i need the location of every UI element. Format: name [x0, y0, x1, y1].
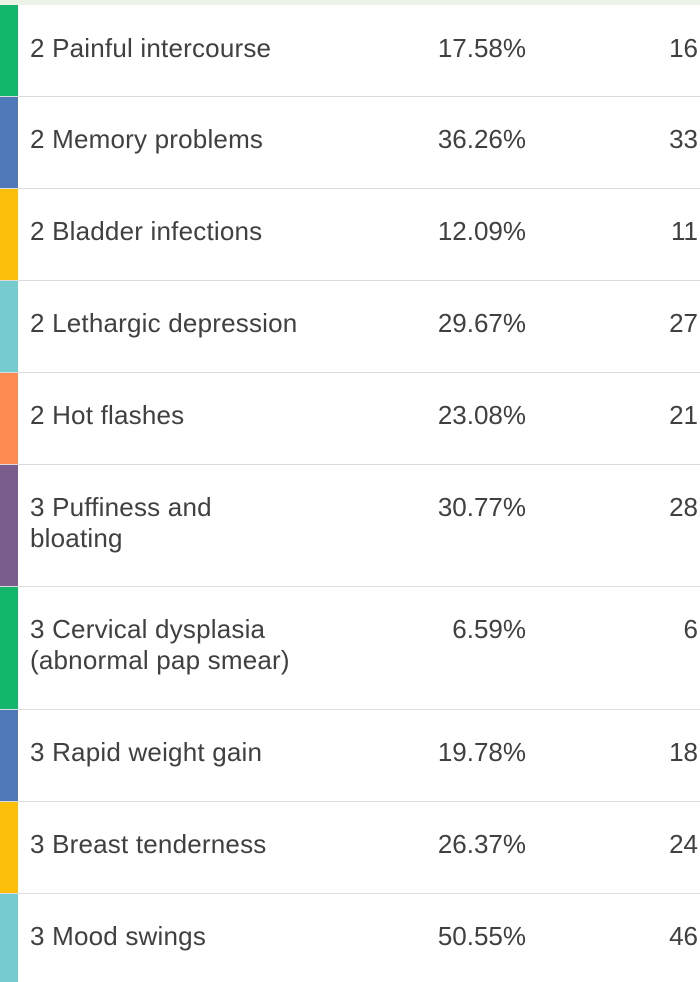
answer-count: 33 — [669, 124, 698, 154]
answer-count: 24 — [669, 829, 698, 859]
answer-count: 11 — [671, 216, 698, 246]
answer-label: 2 Painful intercourse — [30, 33, 272, 63]
answer-percent: 12.09% — [437, 216, 526, 246]
table-row: 3 Puffiness and bloating 30.77% 28 — [0, 465, 700, 587]
answer-percent: 19.78% — [437, 737, 526, 767]
answer-label: 3 Rapid weight gain — [30, 737, 263, 767]
table-row: 3 Breast tenderness 26.37% 24 — [0, 802, 700, 894]
answer-percent: 23.08% — [437, 400, 526, 430]
table-row: 3 Rapid weight gain 19.78% 18 — [0, 710, 700, 802]
answer-percent: 50.55% — [437, 921, 526, 951]
table-row: 3 Cervical dysplasia (abnormal pap smear… — [0, 587, 700, 710]
answer-count: 46 — [669, 921, 698, 951]
answer-percent: 29.67% — [437, 308, 526, 338]
color-swatch — [0, 802, 18, 893]
answer-label: 2 Lethargic depression — [30, 308, 298, 338]
answer-label: 3 Puffiness and bloating — [30, 492, 212, 553]
answer-count: 6 — [683, 614, 698, 644]
color-swatch — [0, 281, 18, 372]
answer-label: 2 Memory problems — [30, 124, 264, 154]
answer-label: 3 Breast tenderness — [30, 829, 267, 859]
top-divider — [0, 0, 700, 5]
table-row: 2 Memory problems 36.26% 33 — [0, 97, 700, 189]
answer-percent: 6.59% — [452, 614, 526, 644]
color-swatch — [0, 465, 18, 586]
table-row: 2 Lethargic depression 29.67% 27 — [0, 281, 700, 373]
table-row: 2 Hot flashes 23.08% 21 — [0, 373, 700, 465]
color-swatch — [0, 373, 18, 464]
color-swatch — [0, 5, 18, 96]
answer-count: 18 — [669, 737, 698, 767]
answer-label: 2 Hot flashes — [30, 400, 185, 430]
answer-percent: 36.26% — [437, 124, 526, 154]
color-swatch — [0, 97, 18, 188]
answer-count: 21 — [669, 400, 698, 430]
answer-percent: 17.58% — [437, 33, 526, 63]
answer-percent: 30.77% — [437, 492, 526, 522]
answer-count: 16 — [669, 33, 698, 63]
table-row: 3 Mood swings 50.55% 46 — [0, 894, 700, 982]
table-row: 2 Bladder infections 12.09% 11 — [0, 189, 700, 281]
color-swatch — [0, 189, 18, 280]
color-swatch — [0, 710, 18, 801]
results-table: 2 Painful intercourse 17.58% 16 2 Memory… — [0, 5, 700, 982]
color-swatch — [0, 894, 18, 982]
answer-count: 28 — [669, 492, 698, 522]
answer-label: 3 Cervical dysplasia (abnormal pap smear… — [30, 614, 290, 675]
answer-label: 3 Mood swings — [30, 921, 207, 951]
color-swatch — [0, 587, 18, 709]
answer-percent: 26.37% — [437, 829, 526, 859]
answer-label: 2 Bladder infections — [30, 216, 263, 246]
answer-count: 27 — [669, 308, 698, 338]
table-row: 2 Painful intercourse 17.58% 16 — [0, 5, 700, 97]
